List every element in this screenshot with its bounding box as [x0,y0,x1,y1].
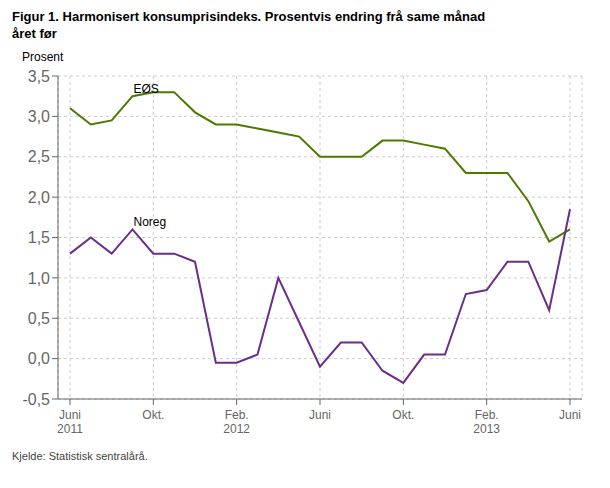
svg-text:Juni2011: Juni2011 [57,408,83,436]
svg-text:2,5: 2,5 [28,148,50,165]
html-text:Figur 1. Harmonisert konsumpri: Figur 1. Harmonisert konsumprisindeks. P… [12,9,486,24]
svg-text:-0,5: -0,5 [22,391,50,408]
svg-text:Juni: Juni [559,408,581,422]
svg-text:Feb.2013: Feb.2013 [473,408,500,436]
svg-text:Juni: Juni [309,408,331,422]
svg-text:0,0: 0,0 [28,350,50,367]
svg-text:1,0: 1,0 [28,270,50,287]
svg-text:1,5: 1,5 [28,229,50,246]
svg-text:Noreg: Noreg [134,215,167,229]
svg-text:EØS: EØS [134,82,159,96]
html-text:Prosent: Prosent [22,50,64,64]
svg-text:3,0: 3,0 [28,108,50,125]
svg-text:2,0: 2,0 [28,189,50,206]
html-text:Kjelde: Statistisk sentralårå.: Kjelde: Statistisk sentralårå. [12,450,148,462]
html-text:året før: året før [12,26,57,41]
svg-text:Feb.2012: Feb.2012 [223,408,250,436]
svg-text:0,5: 0,5 [28,310,50,327]
svg-text:Okt.: Okt. [142,408,164,422]
svg-text:3,5: 3,5 [28,68,50,85]
svg-text:Okt.: Okt. [392,408,414,422]
